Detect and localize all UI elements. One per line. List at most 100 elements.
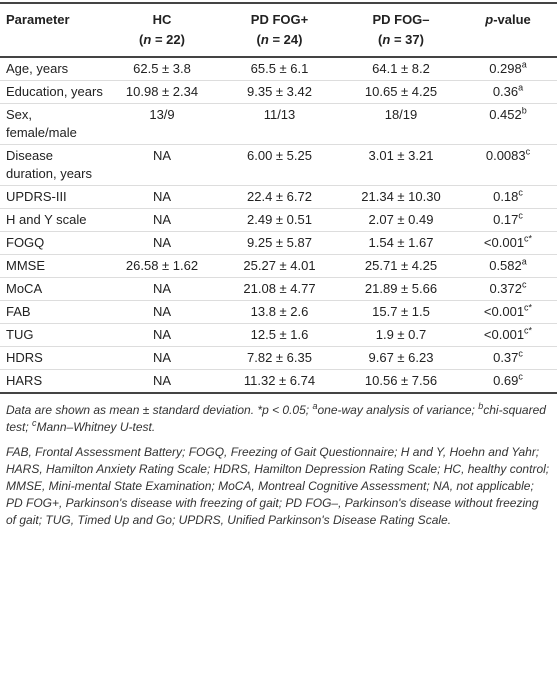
superscript: c* xyxy=(524,302,533,313)
value-cell: NA xyxy=(152,304,172,319)
table-row: Disease duration, years NA 6.00 ± 5.25 3.01… xyxy=(0,145,557,186)
superscript: a xyxy=(312,401,318,411)
value-cell: 13.8 ± 2.6 xyxy=(250,304,309,319)
value-cell: <0.001c* xyxy=(459,232,557,255)
text-segment: 0.17 xyxy=(493,212,519,227)
header-line: (n = 24) xyxy=(220,30,339,50)
superscript: c xyxy=(518,348,523,359)
value-cell: NA xyxy=(152,281,172,296)
value-cell: 6.00 ± 5.25 xyxy=(247,148,312,163)
header-line: Parameter xyxy=(6,10,104,30)
table-row: Education, years 10.98 ± 2.34 9.35 ± 3.42 1… xyxy=(0,81,557,104)
value-cell: <0.001c* xyxy=(459,301,557,324)
value-cell: NA xyxy=(152,148,172,163)
superscript: c* xyxy=(524,325,533,336)
header-cell: HC (n = 22) xyxy=(108,3,216,57)
text-segment: Mann–Whitney U-test. xyxy=(36,420,156,434)
italic-segment: n xyxy=(260,32,269,47)
text-segment: <0.001 xyxy=(483,304,525,319)
value-cell: 3.01 ± 3.21 xyxy=(368,148,434,163)
value-cell: 9.67 ± 6.23 xyxy=(368,350,434,365)
value-cell: 9.35 ± 3.42 xyxy=(247,84,312,99)
parameter-cell: Disease duration, years xyxy=(6,148,92,181)
value-cell: 0.298a xyxy=(459,57,557,81)
parameter-cell: MMSE xyxy=(6,258,45,273)
value-cell: NA xyxy=(152,235,172,250)
value-cell: <0.001c* xyxy=(459,324,557,347)
table-row: Sex, female/male 13/9 11/13 18/19 0.452b xyxy=(0,104,557,145)
parameter-cell: FOGQ xyxy=(6,235,45,250)
superscript: c xyxy=(32,418,37,428)
text-segment: 0.0083 xyxy=(485,148,526,163)
value-cell: 22.4 ± 6.72 xyxy=(247,189,312,204)
header-row: Parameter HC (n = 22) PD FOG+ (n = 24) PD FOG… xyxy=(0,3,557,57)
text-segment: 0.298 xyxy=(489,61,522,76)
parameter-cell: FAB xyxy=(6,304,31,319)
italic-segment: n xyxy=(143,32,152,47)
superscript: c* xyxy=(524,233,533,244)
value-cell: 9.25 ± 5.87 xyxy=(247,235,312,250)
table-body: Age, years 62.5 ± 3.8 65.5 ± 6.1 64.1 ± 8.2… xyxy=(0,57,557,393)
value-cell: NA xyxy=(152,212,172,227)
table-row: FOGQ NA 9.25 ± 5.87 1.54 ± 1.67 <0.001c* xyxy=(0,232,557,255)
text-segment: = 37) xyxy=(390,32,424,47)
superscript: c xyxy=(518,371,523,382)
table-header: Parameter HC (n = 22) PD FOG+ (n = 24) PD FOG… xyxy=(0,3,557,57)
header-cell: p-value xyxy=(459,3,557,57)
value-cell: 0.69c xyxy=(459,370,557,394)
header-cell: Parameter xyxy=(0,3,108,57)
table-row: TUG NA 12.5 ± 1.6 1.9 ± 0.7 <0.001c* xyxy=(0,324,557,347)
table-row: MMSE 26.58 ± 1.62 25.27 ± 4.01 25.71 ± 4.25… xyxy=(0,255,557,278)
value-cell: 21.34 ± 10.30 xyxy=(361,189,441,204)
table-row: H and Y scale NA 2.49 ± 0.51 2.07 ± 0.49 0.1… xyxy=(0,209,557,232)
value-cell: 26.58 ± 1.62 xyxy=(125,258,199,273)
value-cell: 11.32 ± 6.74 xyxy=(243,373,316,388)
header-line: (n = 22) xyxy=(112,30,212,50)
value-cell: 0.582a xyxy=(459,255,557,278)
value-cell: 0.17c xyxy=(459,209,557,232)
value-cell: 12.5 ± 1.6 xyxy=(250,327,309,342)
abbreviations-note: FAB, Frontal Assessment Battery; FOGQ, F… xyxy=(6,445,550,527)
value-cell: 10.56 ± 7.56 xyxy=(364,373,438,388)
value-cell: 64.1 ± 8.2 xyxy=(372,61,430,76)
parameter-cell: MoCA xyxy=(6,281,43,296)
table-row: HARS NA 11.32 ± 6.74 10.56 ± 7.56 0.69c xyxy=(0,370,557,394)
superscript: b xyxy=(478,401,484,411)
value-cell: 10.98 ± 2.34 xyxy=(125,84,199,99)
header-line: PD FOG+ xyxy=(220,10,339,30)
value-cell: 0.452b xyxy=(459,104,557,145)
value-cell: 0.372c xyxy=(459,278,557,301)
text-segment: 0.452 xyxy=(489,107,522,122)
value-cell: NA xyxy=(152,189,172,204)
superscript: c xyxy=(518,187,523,198)
table-row: Age, years 62.5 ± 3.8 65.5 ± 6.1 64.1 ± 8.2… xyxy=(0,57,557,81)
superscript: b xyxy=(521,105,527,116)
italic-segment: n xyxy=(382,32,391,47)
value-cell: 1.9 ± 0.7 xyxy=(375,327,427,342)
superscript: a xyxy=(521,59,527,70)
header-line: HC xyxy=(112,10,212,30)
text-segment: ( xyxy=(378,32,383,47)
superscript: a xyxy=(518,82,524,93)
text-segment: Data are shown as mean ± standard deviat… xyxy=(6,403,313,417)
parameter-cell: Education, years xyxy=(6,84,103,99)
text-segment: PD FOG– xyxy=(372,12,430,27)
text-segment: 0.36 xyxy=(492,84,519,99)
parameter-cell: H and Y scale xyxy=(6,212,87,227)
parameter-cell: TUG xyxy=(6,327,34,342)
parameter-cell: HARS xyxy=(6,373,43,388)
header-line: PD FOG– xyxy=(347,10,455,30)
text-segment: chi-squared test; xyxy=(6,403,546,434)
superscript: a xyxy=(521,256,527,267)
parameter-cell: Sex, female/male xyxy=(6,107,77,140)
text-segment: = 22) xyxy=(151,32,185,47)
text-segment: PD FOG+ xyxy=(250,12,309,27)
value-cell: NA xyxy=(152,350,172,365)
value-cell: 2.49 ± 0.51 xyxy=(247,212,312,227)
value-cell: 2.07 ± 0.49 xyxy=(368,212,434,227)
value-cell: 7.82 ± 6.35 xyxy=(247,350,312,365)
text-segment: 0.18 xyxy=(493,189,519,204)
data-table: Parameter HC (n = 22) PD FOG+ (n = 24) PD FOG… xyxy=(0,2,557,394)
value-cell: 11/13 xyxy=(263,107,296,122)
